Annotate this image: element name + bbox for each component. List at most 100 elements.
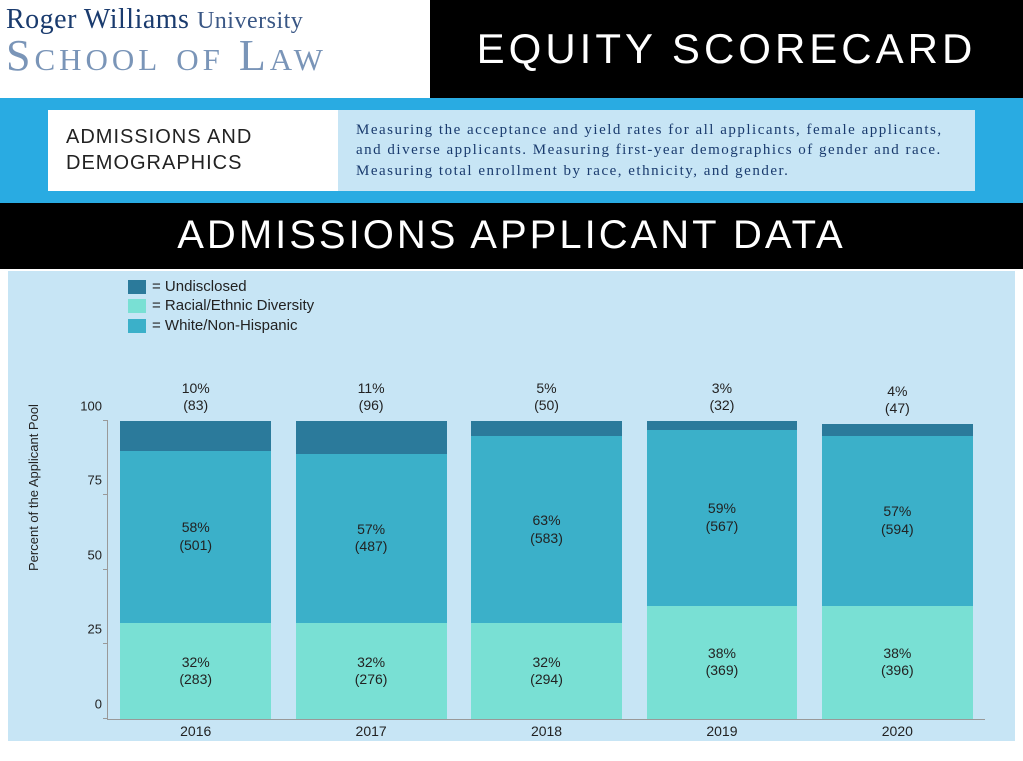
segment-n: (501) <box>179 537 212 555</box>
top-label-n: (83) <box>120 397 271 415</box>
top-label-pct: 4% <box>822 383 973 401</box>
top-label: 3%(32) <box>647 380 798 421</box>
y-tick: 25 <box>72 622 102 637</box>
segment-n: (276) <box>355 671 388 689</box>
legend-label: = Racial/Ethnic Diversity <box>152 296 314 316</box>
legend-item: = White/Non-Hispanic <box>128 316 314 336</box>
segment-label: 32%(294) <box>530 654 563 689</box>
stacked-bar: 32%(283)58%(501)10%(83) <box>120 421 271 719</box>
bar-segment-undisclosed <box>296 421 447 454</box>
segment-n: (583) <box>530 530 563 548</box>
legend-label: = White/Non-Hispanic <box>152 316 297 336</box>
bar-segment-undisclosed <box>471 421 622 436</box>
top-label: 5%(50) <box>471 380 622 421</box>
x-tick: 2017 <box>283 719 458 739</box>
segment-pct: 58% <box>179 519 212 537</box>
bar-slot: 38%(369)59%(567)3%(32)2019 <box>634 421 809 719</box>
top-label-pct: 11% <box>296 380 447 398</box>
y-tick-mark <box>103 718 108 719</box>
legend-swatch <box>128 299 146 313</box>
y-tick-mark <box>103 643 108 644</box>
y-tick: 0 <box>72 696 102 711</box>
segment-pct: 57% <box>881 503 914 521</box>
bar-segment-white: 58%(501) <box>120 451 271 624</box>
section-band: ADMISSIONS AND DEMOGRAPHICS Measuring th… <box>0 98 1023 203</box>
top-label: 10%(83) <box>120 380 271 421</box>
segment-n: (594) <box>881 521 914 539</box>
segment-n: (369) <box>706 662 739 680</box>
bar-segment-undisclosed <box>120 421 271 451</box>
bar-segment-undisclosed <box>647 421 798 430</box>
segment-label: 57%(487) <box>355 521 388 556</box>
legend-swatch <box>128 280 146 294</box>
segment-label: 32%(276) <box>355 654 388 689</box>
bar-segment-undisclosed <box>822 424 973 436</box>
bar-segment-diversity: 32%(294) <box>471 623 622 718</box>
legend-swatch <box>128 319 146 333</box>
bar-segment-white: 63%(583) <box>471 436 622 624</box>
x-tick: 2020 <box>810 719 985 739</box>
segment-pct: 38% <box>706 645 739 663</box>
top-label-n: (47) <box>822 400 973 418</box>
bar-segment-diversity: 38%(369) <box>647 606 798 719</box>
segment-label: 32%(283) <box>179 654 212 689</box>
y-tick: 75 <box>72 473 102 488</box>
segment-n: (487) <box>355 538 388 556</box>
logo-line-2: School of Law <box>6 34 424 78</box>
bar-segment-diversity: 32%(283) <box>120 623 271 718</box>
bar-segment-diversity: 38%(396) <box>822 606 973 719</box>
segment-label: 57%(594) <box>881 503 914 538</box>
segment-label: 59%(567) <box>706 500 739 535</box>
legend: = Undisclosed= Racial/Ethnic Diversity= … <box>128 277 314 336</box>
x-tick: 2016 <box>108 719 283 739</box>
segment-n: (283) <box>179 671 212 689</box>
logo-block: Roger Williams University School of Law <box>0 0 430 98</box>
top-label-pct: 3% <box>647 380 798 398</box>
y-tick-mark <box>103 569 108 570</box>
segment-label: 58%(501) <box>179 519 212 554</box>
segment-n: (567) <box>706 518 739 536</box>
bar-segment-white: 59%(567) <box>647 430 798 606</box>
bar-segment-white: 57%(487) <box>296 454 447 624</box>
y-tick: 50 <box>72 547 102 562</box>
y-tick: 100 <box>72 398 102 413</box>
x-axis-line <box>107 719 985 720</box>
stacked-bar: 32%(294)63%(583)5%(50) <box>471 421 622 719</box>
top-label: 11%(96) <box>296 380 447 421</box>
bar-slot: 32%(294)63%(583)5%(50)2018 <box>459 421 634 719</box>
stacked-bar: 32%(276)57%(487)11%(96) <box>296 421 447 719</box>
y-axis-line <box>107 421 108 719</box>
top-label-pct: 10% <box>120 380 271 398</box>
page-title: EQUITY SCORECARD <box>430 0 1023 98</box>
segment-pct: 32% <box>355 654 388 672</box>
segment-pct: 32% <box>179 654 212 672</box>
chart-title: ADMISSIONS APPLICANT DATA <box>0 203 1023 269</box>
stacked-bar: 38%(369)59%(567)3%(32) <box>647 421 798 719</box>
segment-pct: 38% <box>881 645 914 663</box>
x-tick: 2019 <box>634 719 809 739</box>
segment-pct: 59% <box>706 500 739 518</box>
bar-slot: 32%(276)57%(487)11%(96)2017 <box>283 421 458 719</box>
bar-slot: 32%(283)58%(501)10%(83)2016 <box>108 421 283 719</box>
segment-label: 38%(369) <box>706 645 739 680</box>
top-label-n: (50) <box>471 397 622 415</box>
y-tick-mark <box>103 494 108 495</box>
legend-item: = Racial/Ethnic Diversity <box>128 296 314 316</box>
segment-n: (396) <box>881 662 914 680</box>
segment-pct: 32% <box>530 654 563 672</box>
legend-item: = Undisclosed <box>128 277 314 297</box>
segment-pct: 57% <box>355 521 388 539</box>
header: Roger Williams University School of Law … <box>0 0 1023 98</box>
y-axis-label: Percent of the Applicant Pool <box>26 404 41 571</box>
section-label: ADMISSIONS AND DEMOGRAPHICS <box>48 110 338 191</box>
bar-segment-white: 57%(594) <box>822 436 973 606</box>
bars-row: 32%(283)58%(501)10%(83)201632%(276)57%(4… <box>108 421 985 719</box>
plot: 32%(283)58%(501)10%(83)201632%(276)57%(4… <box>108 421 985 719</box>
x-tick: 2018 <box>459 719 634 739</box>
bar-slot: 38%(396)57%(594)4%(47)2020 <box>810 421 985 719</box>
top-label-n: (96) <box>296 397 447 415</box>
segment-label: 63%(583) <box>530 512 563 547</box>
stacked-bar: 38%(396)57%(594)4%(47) <box>822 424 973 719</box>
y-tick-mark <box>103 420 108 421</box>
section-description: Measuring the acceptance and yield rates… <box>338 110 975 191</box>
